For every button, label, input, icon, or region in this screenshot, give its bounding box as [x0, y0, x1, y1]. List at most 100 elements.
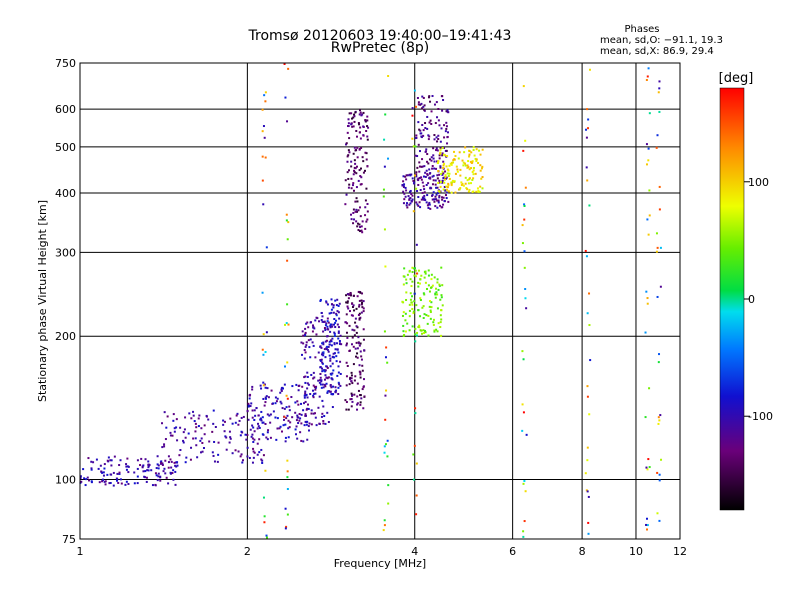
echo-point — [80, 480, 83, 483]
echo-point — [359, 373, 362, 376]
echo-point — [350, 380, 353, 383]
echo-point — [211, 430, 214, 433]
echo-point — [647, 458, 650, 461]
echo-point — [337, 392, 340, 395]
echo-point — [304, 413, 307, 416]
echo-point — [424, 122, 427, 125]
echo-point — [303, 394, 306, 397]
echo-point — [338, 340, 341, 343]
echo-point — [319, 376, 322, 379]
echo-point — [522, 149, 525, 152]
echo-point — [329, 357, 332, 360]
echo-point — [326, 303, 329, 306]
echo-point — [405, 282, 408, 285]
echo-point — [223, 420, 226, 423]
echo-point — [356, 382, 359, 385]
echo-point — [447, 200, 450, 203]
echo-point — [462, 161, 465, 164]
echo-point — [431, 284, 434, 287]
echo-point — [433, 200, 436, 203]
echo-point — [351, 382, 354, 385]
echo-point — [420, 107, 423, 110]
echo-point — [656, 246, 659, 249]
echo-point — [355, 165, 358, 168]
echo-point — [282, 424, 285, 427]
echo-point — [524, 139, 527, 142]
echo-point — [255, 406, 258, 409]
echo-point — [303, 424, 306, 427]
echo-point — [313, 385, 316, 388]
echo-point — [323, 327, 326, 330]
echo-point — [284, 96, 287, 99]
echo-point — [415, 494, 418, 497]
echo-point — [361, 231, 364, 234]
echo-point — [157, 475, 160, 478]
echo-point — [321, 412, 324, 415]
echo-point — [287, 427, 290, 430]
echo-point — [303, 402, 306, 405]
echo-point — [306, 387, 309, 390]
echo-point — [586, 395, 589, 398]
echo-point — [262, 125, 265, 128]
echo-point — [425, 148, 428, 151]
echo-point — [240, 453, 243, 456]
echo-point — [366, 138, 369, 141]
echo-point — [87, 457, 90, 460]
echo-point — [387, 484, 390, 487]
colorbar-tick-label: 100 — [748, 176, 769, 189]
echo-point — [402, 335, 405, 338]
echo-point — [423, 332, 426, 335]
echo-point — [419, 206, 422, 209]
echo-point — [588, 204, 591, 207]
echo-point — [439, 165, 442, 168]
echo-point — [347, 118, 350, 121]
echo-point — [201, 441, 204, 444]
echo-point — [286, 513, 289, 516]
echo-point — [585, 128, 588, 131]
echo-point — [312, 324, 315, 327]
echo-point — [216, 460, 219, 463]
echo-point — [587, 127, 590, 130]
echo-point — [319, 372, 322, 375]
echo-point — [284, 507, 287, 510]
echo-point — [319, 359, 322, 362]
echo-point — [312, 377, 315, 380]
echo-point — [261, 459, 264, 462]
echo-point — [264, 350, 267, 353]
echo-point — [363, 169, 366, 172]
echo-point — [352, 173, 355, 176]
echo-point — [358, 303, 361, 306]
echo-point — [586, 312, 589, 315]
echo-point — [276, 417, 279, 420]
echo-point — [402, 190, 405, 193]
echo-point — [420, 274, 423, 277]
echo-point — [434, 195, 437, 198]
echo-point — [304, 390, 307, 393]
echo-point — [523, 520, 526, 523]
echo-point — [433, 167, 436, 170]
echo-point — [410, 301, 413, 304]
echo-point — [438, 196, 441, 199]
echo-point — [151, 484, 154, 487]
echo-point — [401, 314, 404, 317]
echo-point — [157, 467, 160, 470]
echo-point — [386, 361, 389, 364]
echo-point — [339, 334, 342, 337]
echo-point — [420, 198, 423, 201]
echo-point — [346, 300, 349, 303]
phases-heading: Phases — [624, 24, 659, 35]
echo-point — [250, 402, 253, 405]
echo-point — [285, 219, 288, 222]
echo-point — [435, 186, 438, 189]
y-tick-label: 400 — [55, 187, 76, 200]
echo-point — [468, 188, 471, 191]
echo-point — [322, 341, 325, 344]
echo-point — [657, 361, 660, 364]
echo-point — [351, 328, 354, 331]
echo-point — [361, 369, 364, 372]
echo-point — [432, 318, 435, 321]
echo-point — [317, 379, 320, 382]
echo-point — [419, 297, 422, 300]
echo-point — [286, 238, 289, 241]
echo-point — [453, 158, 456, 161]
